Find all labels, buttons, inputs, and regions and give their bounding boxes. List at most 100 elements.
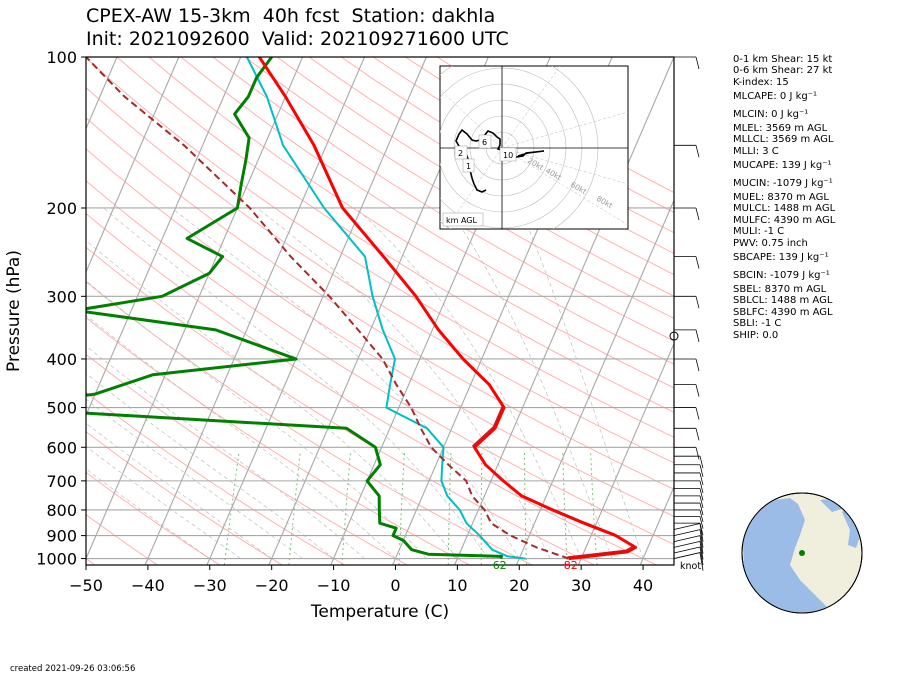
y-axis-label: Pressure (hPa) <box>4 250 24 372</box>
wind-barb-flag <box>695 428 700 441</box>
moist-adiabat <box>519 207 644 559</box>
dry-adiabat <box>86 212 657 565</box>
wind-unit-label: knot <box>680 561 701 572</box>
isotherm <box>144 57 366 565</box>
dry-adiabat <box>86 86 674 464</box>
dry-adiabat <box>86 391 345 565</box>
y-tick-label: 400 <box>46 350 77 369</box>
y-tick-label: 800 <box>46 501 77 520</box>
stat-muli: MULI: -1 C <box>733 226 785 238</box>
stat-sbli: SBLI: -1 C <box>733 318 782 330</box>
x-tick-label: 30 <box>571 576 591 595</box>
mixing-ratio-line <box>562 450 568 565</box>
stat-shear-06: 0-6 km Shear: 27 kt <box>733 65 833 77</box>
mixing-ratio-line <box>341 450 352 565</box>
wind-barb-flag <box>695 296 700 309</box>
wind-barb-flag <box>695 56 700 70</box>
dry-adiabat <box>86 316 470 565</box>
moist-adiabat <box>447 207 613 559</box>
wind-barb-flag <box>699 472 704 486</box>
y-tick-label: 300 <box>46 287 77 306</box>
stat-k-index: K-index: 15 <box>733 76 789 88</box>
wind-barb-flag <box>695 447 700 460</box>
dry-adiabat <box>276 57 674 297</box>
hodograph-label-1: 1 <box>466 162 471 171</box>
wetbulb-profile <box>246 57 526 560</box>
axes-layer: 62 82−50 −40 −30 −20 −10 0 10 20 30 40100200300400… <box>4 48 653 622</box>
stat-sblcl: SBLCL: 1488 m AGL <box>733 295 833 307</box>
hodograph-label-6: 6 <box>482 138 487 147</box>
moist-adiabat <box>103 207 489 559</box>
wind-barb-flag <box>699 488 704 501</box>
wind-barb <box>673 523 701 530</box>
wind-barb-flag <box>695 384 700 397</box>
dry-adiabat <box>116 57 674 413</box>
dry-adiabat <box>244 57 674 319</box>
station-marker <box>799 550 805 556</box>
dry-adiabat <box>180 57 674 365</box>
locator-globe <box>741 492 863 614</box>
wind-barb-flag <box>699 464 704 477</box>
y-tick-label: 100 <box>46 48 77 67</box>
hodograph-box-label: km AGL <box>446 216 478 225</box>
mixing-ratio-line <box>223 450 240 565</box>
calm-wind-marker <box>669 331 679 341</box>
wind-barb-flag <box>699 541 704 560</box>
wind-barb-flag <box>695 329 700 342</box>
parcel-profile <box>86 57 570 560</box>
wind-barb-flag <box>699 495 704 508</box>
hodograph-label-10: 10 <box>503 151 513 160</box>
wind-barb-flag <box>699 546 704 566</box>
wind-barb-flag <box>695 358 700 372</box>
wind-barb-flag <box>699 480 704 493</box>
dry-adiabat <box>86 57 674 438</box>
wind-barb <box>673 540 701 548</box>
surface-dewpoint-label: 62 <box>493 559 507 572</box>
stat-mlcape: MLCAPE: 0 J kg⁻¹ <box>733 91 818 103</box>
x-tick-label: −50 <box>69 576 103 595</box>
surface-temperature-label: 82 <box>564 559 578 572</box>
x-tick-label: 20 <box>509 576 529 595</box>
mixing-ratio-line <box>524 450 527 565</box>
x-tick-label: 0 <box>390 576 400 595</box>
moist-adiabat <box>86 422 272 559</box>
wind-barb-flag <box>695 407 700 420</box>
x-axis-label: Temperature (C) <box>310 602 449 622</box>
wind-barb-flag <box>699 516 704 529</box>
wind-barb-flag <box>695 256 700 269</box>
y-tick-label: 1000 <box>36 550 77 569</box>
stat-pwv: PWV: 0.75 inch <box>733 237 808 249</box>
moist-adiabat <box>86 398 303 559</box>
wind-barb-flag <box>699 535 704 554</box>
x-tick-label: −10 <box>317 576 351 595</box>
moist-adiabat <box>86 445 241 559</box>
grid-layer <box>86 57 674 565</box>
stat-shear-01: 0-1 km Shear: 15 kt <box>733 54 833 65</box>
stat-mlli: MLLI: 3 C <box>733 145 779 157</box>
dry-adiabat <box>86 471 221 565</box>
wind-barb <box>673 529 701 537</box>
dry-adiabat <box>86 246 595 565</box>
y-tick-label: 900 <box>46 527 77 546</box>
stat-mlcin: MLCIN: 0 J kg⁻¹ <box>733 108 809 120</box>
stat-mucape: MUCAPE: 139 J kg⁻¹ <box>733 160 832 172</box>
mixing-ratio-line <box>590 450 598 565</box>
stat-ship: SHIP: 0.0 <box>733 329 779 341</box>
y-tick-label: 500 <box>46 399 77 418</box>
x-tick-label: 10 <box>447 576 467 595</box>
wind-barb-flag <box>699 502 704 516</box>
wind-barb-flag <box>699 523 704 536</box>
mixing-ratio-line <box>447 450 452 565</box>
chart-title-line1: CPEX-AW 15-3km 40h fcst Station: dakhla <box>86 5 496 27</box>
stat-sbel: SBEL: 8370 m AGL <box>733 283 827 295</box>
x-tick-label: −40 <box>131 576 165 595</box>
dry-adiabat <box>148 57 674 389</box>
stat-muel: MUEL: 8370 m AGL <box>733 192 829 204</box>
isotherm <box>86 57 242 417</box>
mixing-ratio-line <box>288 450 301 565</box>
stat-mllcl: MLLCL: 3569 m AGL <box>733 134 834 146</box>
hodograph-inset: 20kt 40kt 60kt 80kt 2 6 1 10 km AGL <box>439 65 629 230</box>
stat-sbcape: SBCAPE: 139 J kg⁻¹ <box>733 252 829 264</box>
